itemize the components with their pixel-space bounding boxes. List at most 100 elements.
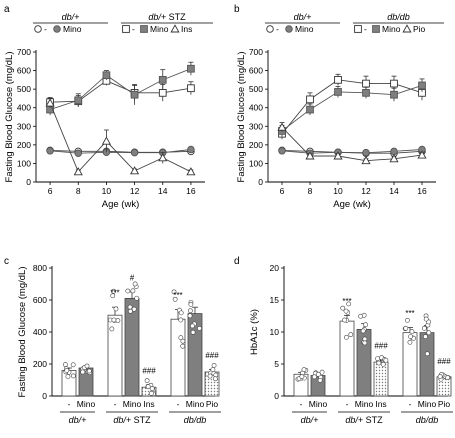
c-bar-label-5: -	[177, 399, 180, 409]
a-legend-b-symbol-2	[170, 24, 180, 33]
c-bar-5-dot-3	[178, 310, 184, 316]
c-bar-3-dot-1	[131, 306, 137, 312]
b-y-tick-label-6: 600	[249, 66, 263, 76]
b-y-tick-label-5: 500	[249, 84, 263, 94]
c-bar-0-dot-7	[64, 368, 70, 373]
d-bar-label-0: -	[300, 399, 303, 409]
c-bar-5-dot-0	[172, 296, 178, 302]
c-bar-7-dot-7	[212, 376, 218, 382]
c-bar-0-dot-5	[70, 373, 76, 379]
a-series-3-point-5	[187, 64, 195, 73]
b-legend-b-label-1: Mino	[382, 24, 401, 34]
b-series-2-point-1	[306, 95, 314, 104]
a-x-axis-label: Age (wk)	[102, 199, 139, 210]
c-annotation-3: ***	[173, 291, 182, 300]
c-bar-5-dot-1	[171, 289, 177, 295]
b-x-tick-label-5: 16	[417, 186, 427, 196]
a-legend-a-symbol-0	[34, 25, 42, 33]
a-series-4-point-1	[73, 167, 83, 176]
b-series-2-point-4	[390, 79, 398, 88]
b-series-3-point-4	[390, 90, 398, 99]
a-series-2-point-4	[158, 89, 167, 97]
b-legend-a-symbol-1	[285, 25, 293, 33]
a-series-1-point-1	[74, 149, 82, 157]
d-bar-1-dot-3	[319, 369, 325, 375]
d-y-tick-label-3: 15	[270, 295, 280, 305]
c-bar-6-dot-1	[187, 313, 193, 319]
a-y-tick-label-1: 100	[17, 158, 31, 168]
a-y-tick-label-7: 700	[17, 47, 31, 57]
b-series-3-point-2	[334, 88, 342, 96]
c-bar-6-dot-5	[188, 301, 194, 307]
b-header-group-0: db/+	[294, 12, 312, 22]
a-legend-b-symbol-1	[140, 25, 148, 33]
b-x-axis-label: Age (wk)	[333, 199, 370, 210]
a-legend-b-label-2: Ins	[181, 24, 192, 34]
d-bar-6-dot-1	[426, 330, 432, 336]
d-bar-2-dot-2	[343, 334, 349, 340]
c-bar-7-dot-5	[210, 367, 216, 372]
c-bar-5-dot-4	[178, 335, 184, 341]
d-bar-2-dot-4	[340, 305, 346, 311]
a-header-group-0: db/+	[62, 12, 80, 22]
a-series-4-point-3	[130, 166, 140, 175]
d-bar-7-dot-7	[437, 374, 443, 379]
c-bar-label-0: -	[68, 399, 71, 409]
c-bar-6-dot-7	[187, 308, 193, 314]
d-bar-label-1: Mino	[309, 399, 328, 409]
c-bar-5-dot-6	[180, 343, 186, 349]
d-bar-6-dot-5	[423, 316, 429, 322]
c-annotation-4: ###	[205, 351, 219, 360]
c-bar-3-dot-6	[127, 304, 133, 310]
d-group-label-2: db/db	[416, 415, 439, 425]
d-bar-5-dot-4	[408, 334, 413, 339]
d-bar-0-dot-7	[299, 374, 305, 380]
d-bar-7-dot-4	[445, 375, 451, 381]
d-group-label-0: db/+	[301, 415, 319, 425]
d-bar-2-dot-5	[342, 317, 347, 323]
c-bar-0-dot-2	[62, 362, 68, 367]
d-bar-4-dot-7	[383, 357, 389, 363]
c-annotation-1: #	[130, 273, 135, 282]
d-annotation-2: ***	[405, 309, 414, 318]
a-series-2-point-5	[187, 84, 195, 93]
c-y-tick-label-2: 400	[33, 327, 47, 337]
d-bar-1-dot-7	[317, 377, 323, 383]
d-bar-4	[373, 361, 389, 397]
d-bar-2-dot-7	[346, 301, 352, 307]
d-bar-label-3: Mino	[355, 399, 374, 409]
a-series-1-line	[50, 149, 191, 154]
d-bar-3-dot-2	[362, 336, 368, 342]
b-series-2-line	[281, 79, 423, 134]
b-y-tick-label-7: 700	[249, 47, 263, 57]
a-legend-b-label-1: Mino	[150, 24, 169, 34]
c-bar-label-3: Mino	[123, 399, 142, 409]
c-bar-4-dot-2	[144, 378, 150, 384]
a-series-4-point-2	[101, 136, 111, 145]
b-legend-a-label-1: Mino	[295, 24, 314, 34]
b-series-1-point-0	[278, 147, 286, 155]
c-bar-0-dot-0	[70, 362, 76, 368]
d-bar-2	[339, 320, 355, 397]
b-y-tick-label-1: 100	[249, 158, 263, 168]
b-x-tick-label-0: 6	[280, 186, 285, 196]
a-header-group-1: db/+ STZ	[148, 12, 186, 22]
d-bar-5-dot-7	[403, 325, 409, 331]
a-legend-a-label-0: -	[44, 24, 47, 34]
a-series-3-line	[49, 68, 192, 110]
c-bar-2-dot-6	[111, 317, 117, 323]
b-series-4-point-5	[417, 150, 427, 159]
a-series-3-point-3	[130, 90, 139, 99]
a-x-tick-label-4: 14	[158, 186, 168, 196]
d-bar-3-dot-6	[363, 322, 369, 328]
d-bar-6-dot-0	[421, 325, 427, 331]
a-legend-a-label-1: Mino	[63, 24, 82, 34]
a-series-1-point-3	[130, 148, 139, 157]
d-bar-5-dot-5	[407, 339, 413, 345]
d-bar-6-dot-7	[424, 351, 430, 357]
d-bar-0-dot-4	[301, 367, 307, 373]
c-bar-label-4: Ins	[143, 399, 154, 409]
a-legend-b-label-0: -	[132, 24, 135, 34]
